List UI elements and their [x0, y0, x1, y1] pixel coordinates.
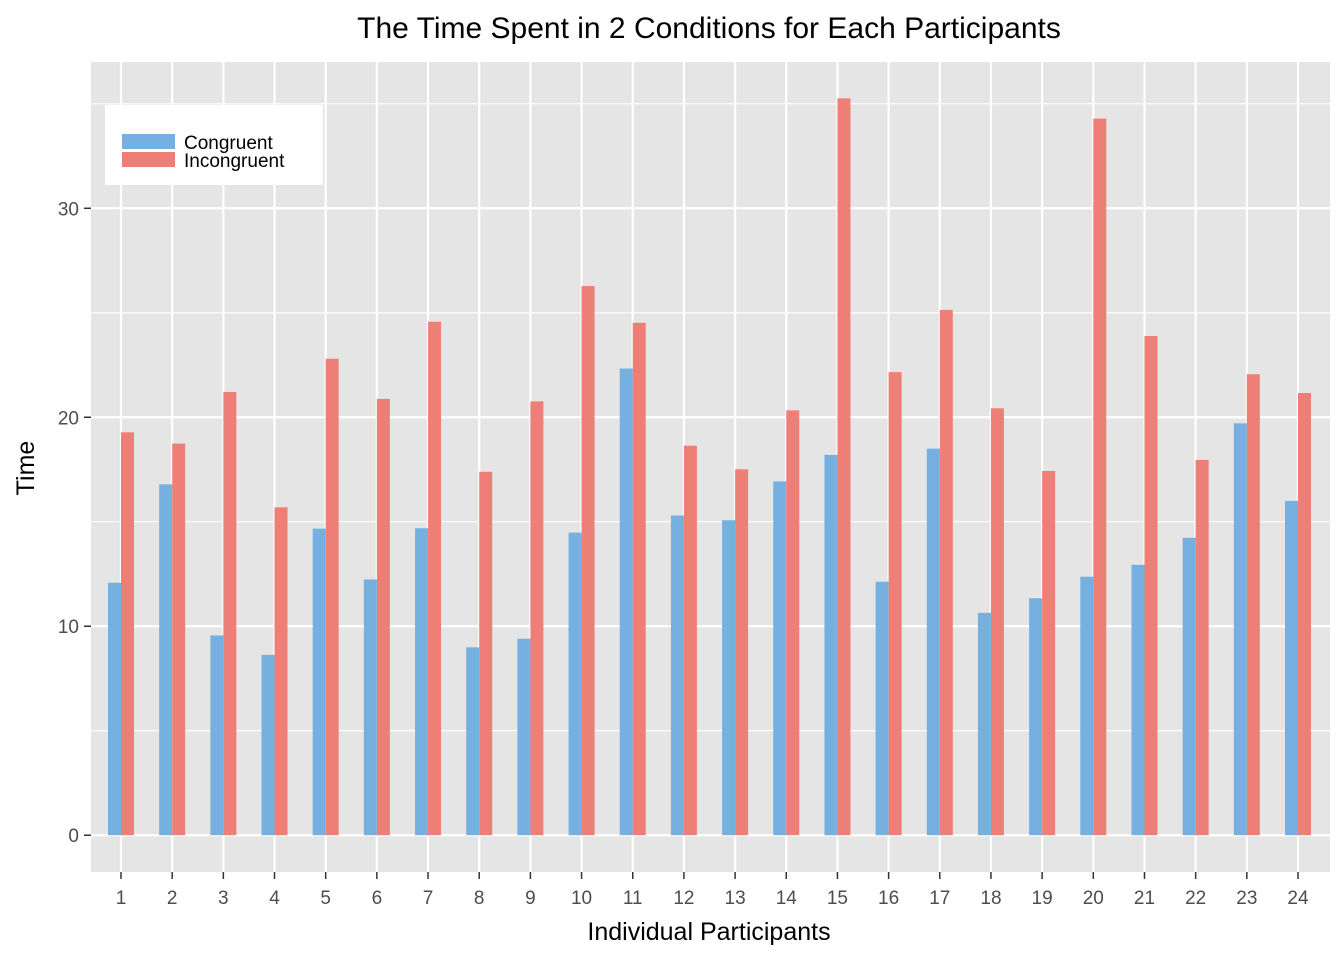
x-tick-label: 21: [1134, 888, 1155, 909]
y-tick-label: 10: [58, 617, 79, 638]
bar-incongruent-22: [1195, 459, 1209, 836]
x-axis-title: Individual Participants: [587, 918, 830, 946]
x-tick-label: 22: [1185, 888, 1206, 909]
bar-congruent-10: [568, 532, 582, 836]
x-tick-label: 16: [878, 888, 899, 909]
x-tick-label: 19: [1032, 888, 1053, 909]
bar-congruent-18: [977, 612, 991, 836]
bar-incongruent-6: [376, 398, 390, 836]
plot-panel: [91, 62, 1330, 872]
x-tick-label: 15: [827, 888, 848, 909]
bar-congruent-24: [1285, 500, 1298, 836]
bar-congruent-16: [875, 581, 889, 836]
x-tick-label: 3: [218, 888, 229, 909]
bar-incongruent-10: [581, 286, 595, 836]
bar-congruent-11: [619, 368, 633, 836]
y-axis: 0 10 20 30: [58, 199, 91, 847]
bar-congruent-6: [363, 579, 377, 836]
bar-congruent-17: [926, 448, 940, 836]
y-tick-label: 0: [68, 826, 79, 847]
bar-incongruent-15: [837, 98, 851, 836]
bar-incongruent-17: [939, 309, 953, 836]
legend-key-congruent: [122, 134, 175, 149]
legend-label-incongruent: Incongruent: [184, 151, 285, 172]
bar-congruent-14: [773, 481, 787, 836]
bar-congruent-13: [722, 520, 736, 836]
bar-incongruent-11: [632, 322, 646, 836]
bar-congruent-2: [159, 484, 173, 836]
bar-congruent-3: [210, 635, 224, 836]
x-tick-label: 10: [571, 888, 592, 909]
x-axis: 1 2 3 4 5 6 7 8 9 10 11 12 13 14 15 16 17 18 19 20 21 22 23 24: [116, 872, 1309, 909]
bar-incongruent-12: [683, 445, 697, 836]
bar-incongruent-18: [990, 408, 1004, 836]
minor-gridlines: [91, 103, 1330, 732]
bar-incongruent-14: [786, 410, 800, 836]
x-tick-label: 6: [372, 888, 383, 909]
x-tick-label: 9: [525, 888, 536, 909]
bar-incongruent-13: [735, 469, 749, 836]
bar-incongruent-19: [1042, 470, 1056, 836]
x-tick-label: 23: [1236, 888, 1257, 909]
bar-congruent-4: [261, 654, 275, 836]
x-tick-label: 1: [116, 888, 127, 909]
bar-congruent-9: [517, 638, 531, 836]
bar-congruent-20: [1080, 576, 1094, 836]
bar-congruent-19: [1029, 598, 1043, 836]
x-tick-label: 11: [623, 888, 643, 909]
bar-incongruent-2: [172, 443, 186, 836]
x-tick-label: 13: [725, 888, 746, 909]
bars: [108, 98, 1311, 836]
y-tick-label: 30: [58, 199, 79, 220]
bar-congruent-15: [824, 454, 838, 836]
bar-incongruent-4: [274, 507, 288, 836]
legend-label-congruent: Congruent: [184, 133, 273, 154]
x-tick-label: 4: [269, 888, 280, 909]
x-tick-label: 24: [1287, 888, 1309, 909]
bar-incongruent-7: [428, 321, 442, 836]
bar-congruent-8: [466, 647, 480, 836]
x-tick-label: 14: [776, 888, 798, 909]
x-tick-label: 8: [474, 888, 485, 909]
bar-incongruent-24: [1298, 393, 1311, 836]
bar-incongruent-5: [325, 358, 339, 836]
x-tick-label: 12: [673, 888, 694, 909]
legend-key-incongruent: [122, 152, 175, 167]
bar-incongruent-3: [223, 391, 237, 836]
bar-congruent-12: [670, 515, 684, 836]
x-tick-label: 17: [929, 888, 950, 909]
bar-congruent-23: [1233, 423, 1247, 836]
bar-congruent-1: [108, 582, 121, 836]
bar-incongruent-8: [479, 471, 493, 836]
bar-incongruent-20: [1093, 118, 1107, 836]
x-tick-label: 2: [167, 888, 178, 909]
bar-incongruent-9: [530, 401, 544, 836]
x-tick-label: 7: [423, 888, 434, 909]
y-tick-label: 20: [58, 408, 79, 429]
bar-congruent-5: [312, 528, 326, 836]
chart-title: The Time Spent in 2 Conditions for Each …: [357, 12, 1061, 45]
x-tick-label: 18: [980, 888, 1001, 909]
bar-incongruent-1: [121, 432, 134, 836]
x-tick-label: 20: [1083, 888, 1104, 909]
bar-congruent-7: [415, 528, 429, 836]
y-axis-title: Time: [12, 441, 40, 496]
bar-congruent-22: [1182, 537, 1196, 836]
bar-incongruent-21: [1144, 335, 1158, 836]
bar-congruent-21: [1131, 564, 1145, 836]
bar-incongruent-23: [1246, 374, 1260, 836]
bar-incongruent-16: [888, 372, 902, 836]
x-tick-label: 5: [320, 888, 331, 909]
